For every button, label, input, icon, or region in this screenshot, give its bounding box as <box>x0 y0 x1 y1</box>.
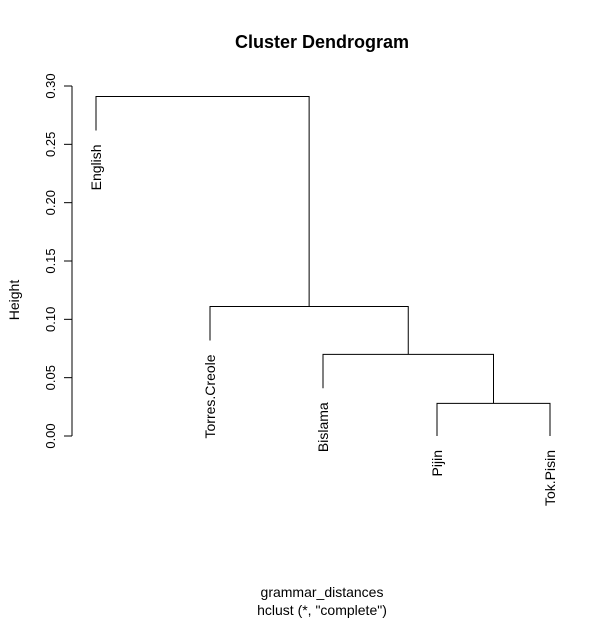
y-tick-label: 0.15 <box>43 248 58 273</box>
chart-title: Cluster Dendrogram <box>235 32 409 52</box>
dendrogram-link <box>95 96 310 307</box>
method-sublabel: hclust (*, "complete") <box>257 602 387 618</box>
leaf-label: English <box>88 144 104 190</box>
y-axis-label: Height <box>6 280 22 321</box>
y-tick-label: 0.05 <box>43 365 58 390</box>
leaf-label: Torres.Creole <box>202 354 218 438</box>
x-axis-label: grammar_distances <box>261 584 384 600</box>
dendrogram-link <box>436 402 551 436</box>
y-tick-label: 0.00 <box>43 423 58 448</box>
leaf-label: Tok.Pisin <box>542 450 558 506</box>
leaf-label: Pijin <box>429 450 445 476</box>
dendrogram-link <box>322 353 494 404</box>
y-axis: 0.00 0.05 0.10 0.15 0.20 0.25 0.30 <box>43 73 73 449</box>
leaf-label: Bislama <box>315 402 331 452</box>
dendrogram-link <box>209 306 409 355</box>
dendrogram-tree <box>95 96 551 436</box>
y-tick-label: 0.25 <box>43 132 58 157</box>
y-tick-label: 0.10 <box>43 307 58 332</box>
y-tick-label: 0.30 <box>43 73 58 98</box>
leaf-labels: English Torres.Creole Bislama Pijin Tok.Pisi… <box>88 144 558 506</box>
y-tick-label: 0.20 <box>43 190 58 215</box>
